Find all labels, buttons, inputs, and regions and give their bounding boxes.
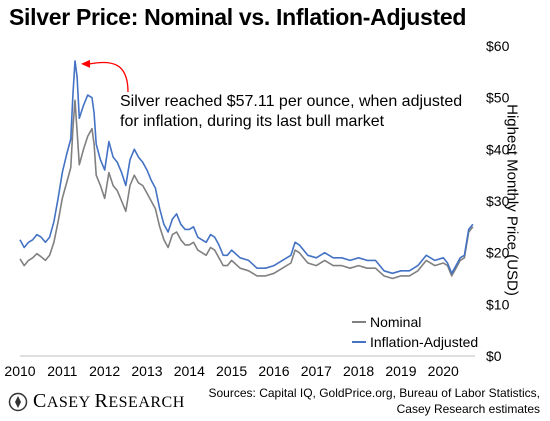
legend-label-adjusted: Inflation-Adjusted [370, 334, 479, 350]
x-tick-label: 2011 [47, 363, 77, 379]
x-tick-label: 2020 [428, 363, 459, 379]
y-tick-label: $0 [486, 348, 502, 364]
x-tick-label: 2014 [174, 363, 205, 379]
x-tick-label: 2012 [89, 363, 120, 379]
annotation-arrow-line [88, 61, 129, 93]
legend: Nominal Inflation-Adjusted [352, 312, 478, 352]
sources-line-2: Casey Research estimates [396, 402, 540, 416]
logo-text: CASEY RESEARCH [33, 390, 185, 412]
peak-annotation: Silver reached $57.11 per ounce, when ad… [120, 92, 462, 132]
x-tick-label: 2017 [301, 363, 332, 379]
series-line-inflation-adjusted [19, 60, 474, 275]
series-line-nominal [19, 99, 474, 280]
y-tick-label: $30 [486, 193, 510, 209]
legend-label-nominal: Nominal [370, 314, 422, 330]
legend-item-nominal: Nominal [352, 312, 478, 332]
legend-item-adjusted: Inflation-Adjusted [352, 332, 478, 352]
annotation-line-1: Silver reached $57.11 per ounce, when ad… [120, 93, 463, 110]
annotation-arrow-head [81, 59, 91, 68]
x-axis: 2010 2011 2012 2013 2014 2015 2016 2017 2018 2019… [4, 363, 459, 379]
y-tick-label: $20 [486, 245, 510, 261]
annotation-line-2: for inflation, during its last bull mark… [120, 113, 385, 130]
y-axis: $0 $10 $20 $30 $40 $50 $60 [486, 38, 510, 364]
y-tick-label: $40 [486, 141, 510, 157]
casey-research-logo: CASEY RESEARCH [8, 390, 185, 413]
legend-swatch-adjusted [352, 341, 366, 343]
legend-swatch-nominal [352, 321, 366, 323]
y-tick-label: $50 [486, 90, 510, 106]
x-tick-label: 2018 [343, 363, 374, 379]
series-lines [19, 60, 474, 280]
x-tick-label: 2015 [216, 363, 247, 379]
y-tick-label: $10 [486, 296, 510, 312]
y-tick-label: $60 [486, 38, 510, 54]
x-tick-label: 2019 [385, 363, 416, 379]
annotation-arrow [81, 59, 129, 93]
x-tick-label: 2013 [131, 363, 162, 379]
y-axis-label: Highest Monthly Price (USD) [503, 104, 521, 296]
logo-mark-icon [8, 392, 28, 411]
chart-title: Silver Price: Nominal vs. Inflation-Adju… [9, 4, 467, 30]
sources-note: Sources: Capital IQ, GoldPrice.org, Bure… [209, 385, 541, 417]
x-tick-label: 2010 [4, 363, 35, 379]
x-tick-label: 2016 [258, 363, 289, 379]
sources-line-1: Sources: Capital IQ, GoldPrice.org, Bure… [208, 386, 541, 400]
